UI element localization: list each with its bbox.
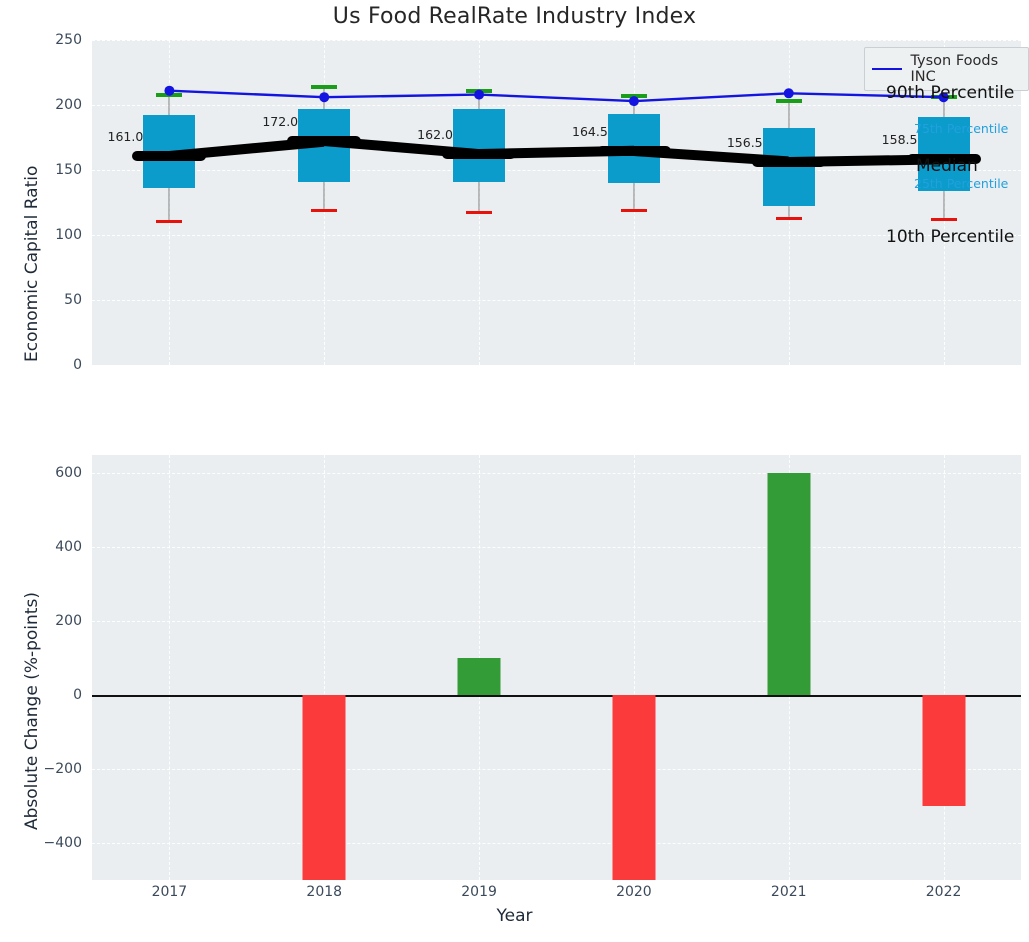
median-marker: [596, 146, 671, 157]
gridline-vertical: [169, 455, 171, 880]
y-axis-tick: 250: [55, 32, 82, 48]
box-interquartile-range: [917, 116, 970, 191]
gridline-horizontal: [92, 40, 1021, 41]
cap-10th-percentile: [466, 210, 493, 214]
cap-90th-percentile: [156, 92, 183, 97]
median-marker: [287, 136, 362, 147]
y-axis-tick: 50: [64, 292, 82, 308]
gridline-vertical: [479, 40, 481, 365]
gridline-vertical: [169, 40, 171, 365]
gridline-horizontal: [92, 105, 1021, 106]
y-axis-tick: 150: [55, 162, 82, 178]
median-value-label: 156.5: [726, 134, 763, 150]
cap-90th-percentile: [466, 88, 493, 93]
gridline-vertical: [633, 40, 635, 365]
gridline-horizontal: [92, 473, 1021, 475]
gridline-horizontal: [92, 235, 1021, 236]
cap-90th-percentile: [775, 99, 802, 104]
legend-label-tyson-foods-inc: Tyson Foods INC: [910, 53, 999, 85]
median-value-label: 158.5: [881, 131, 918, 147]
gridline-vertical: [633, 455, 635, 880]
median-value-label: 172.0: [262, 114, 299, 130]
y-axis-tick: 100: [55, 227, 82, 243]
gridline-vertical: [943, 40, 945, 365]
annotation-median: Median: [916, 156, 978, 176]
panel-absolute-change: [92, 455, 1021, 880]
median-marker: [442, 149, 517, 160]
change-bar: [457, 658, 501, 696]
y-axis-tick: −400: [43, 835, 82, 852]
panel-economic-capital-ratio: 161.0 172.0 162.0 164.5 156.5 158.5: [92, 40, 1021, 365]
x-axis-tick: 2019: [461, 884, 497, 900]
y-axis-tick: 600: [55, 465, 82, 482]
y-axis-tick: 200: [55, 613, 82, 630]
median-value-label: 161.0: [107, 128, 144, 144]
gridline-horizontal: [92, 547, 1021, 549]
annotation-10th-percentile: 10th Percentile: [886, 227, 1015, 247]
legend-line-swatch: [872, 68, 903, 70]
annotation-90th-percentile: 90th Percentile: [886, 83, 1015, 103]
median-value-label: 162.0: [417, 127, 453, 143]
change-bar: [302, 695, 346, 880]
change-bar: [767, 473, 811, 696]
cap-10th-percentile: [156, 219, 183, 223]
x-axis-tick: 2021: [770, 884, 807, 900]
median-marker: [751, 156, 826, 167]
gridline-vertical: [324, 40, 326, 365]
gridline-horizontal: [92, 300, 1021, 301]
cap-10th-percentile: [311, 209, 338, 213]
chart-title: Us Food RealRate Industry Index: [332, 4, 697, 29]
median-marker: [906, 153, 981, 164]
x-axis-label: Year: [496, 906, 533, 926]
cap-10th-percentile: [775, 217, 802, 221]
cap-10th-percentile: [620, 209, 647, 213]
y-axis-tick: 200: [55, 97, 82, 113]
median-marker: [132, 150, 207, 161]
annotation-25th-percentile: 25th Percentile: [914, 176, 1009, 191]
x-axis-tick: 2020: [616, 884, 652, 900]
box-interquartile-range: [762, 128, 815, 207]
y-axis-label-top: Economic Capital Ratio: [22, 165, 42, 362]
gridline-vertical: [943, 455, 945, 880]
change-bar: [922, 695, 966, 807]
legend[interactable]: Tyson Foods INC: [864, 47, 1029, 91]
gridline-vertical: [324, 455, 326, 880]
median-value-label: 164.5: [572, 124, 608, 140]
gridline-horizontal: [92, 769, 1021, 771]
change-bar: [612, 695, 656, 880]
cap-90th-percentile: [620, 93, 647, 98]
y-axis-tick: 0: [73, 357, 82, 373]
x-axis-tick: 2018: [306, 884, 343, 900]
bottom-panel-gridlines: [92, 455, 1021, 880]
x-axis-tick: 2022: [925, 884, 962, 900]
box-interquartile-range: [453, 108, 506, 182]
y-axis-tick: −200: [43, 761, 82, 778]
cap-10th-percentile: [930, 218, 957, 222]
gridline-horizontal: [92, 621, 1021, 623]
x-axis-tick: 2017: [151, 884, 188, 900]
gridline-horizontal: [92, 170, 1021, 171]
y-axis-tick: 0: [73, 687, 82, 704]
zero-baseline: [92, 695, 1021, 698]
y-axis-tick: 400: [55, 539, 82, 556]
cap-90th-percentile: [311, 84, 338, 89]
gridline-horizontal: [92, 843, 1021, 845]
annotation-75th-percentile: 75th Percentile: [914, 121, 1009, 136]
